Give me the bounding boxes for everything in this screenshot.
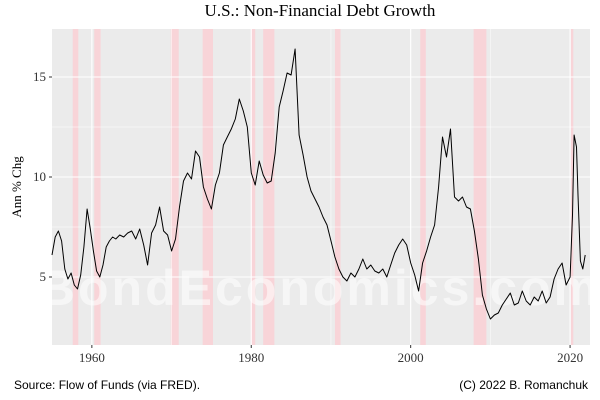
gridlines xyxy=(52,29,590,345)
recession-band-8 xyxy=(473,29,487,345)
y-tick-label: 5 xyxy=(40,269,47,284)
plot-panel xyxy=(52,29,590,345)
x-tick-label: 2020 xyxy=(557,350,583,365)
copyright-note: (C) 2022 B. Romanchuk xyxy=(459,378,589,392)
x-axis-ticks: 1960 1980 2000 2020 xyxy=(79,345,583,365)
recession-band-9 xyxy=(570,29,574,345)
recession-band-1 xyxy=(94,29,101,345)
y-axis-label: Ann % Chg xyxy=(9,156,24,218)
source-note: Source: Flow of Funds (via FRED). xyxy=(14,378,200,392)
y-tick-label: 15 xyxy=(33,69,46,84)
x-tick-label: 2000 xyxy=(398,350,424,365)
y-axis-ticks: 5 10 15 xyxy=(33,69,52,284)
recession-band-2 xyxy=(170,29,179,345)
series-line xyxy=(51,48,586,320)
x-tick-label: 1960 xyxy=(79,350,105,365)
recession-band-5 xyxy=(263,29,275,345)
recession-bands xyxy=(72,29,574,345)
watermark: BondEconomics.com xyxy=(39,260,600,316)
y-tick-label: 10 xyxy=(33,169,46,184)
recession-band-4 xyxy=(251,29,256,345)
recession-band-7 xyxy=(420,29,426,345)
recession-band-3 xyxy=(202,29,214,345)
x-tick-label: 1980 xyxy=(238,350,264,365)
recession-band-6 xyxy=(334,29,341,345)
chart-title: U.S.: Non-Financial Debt Growth xyxy=(205,1,436,20)
recession-band-0 xyxy=(72,29,79,345)
